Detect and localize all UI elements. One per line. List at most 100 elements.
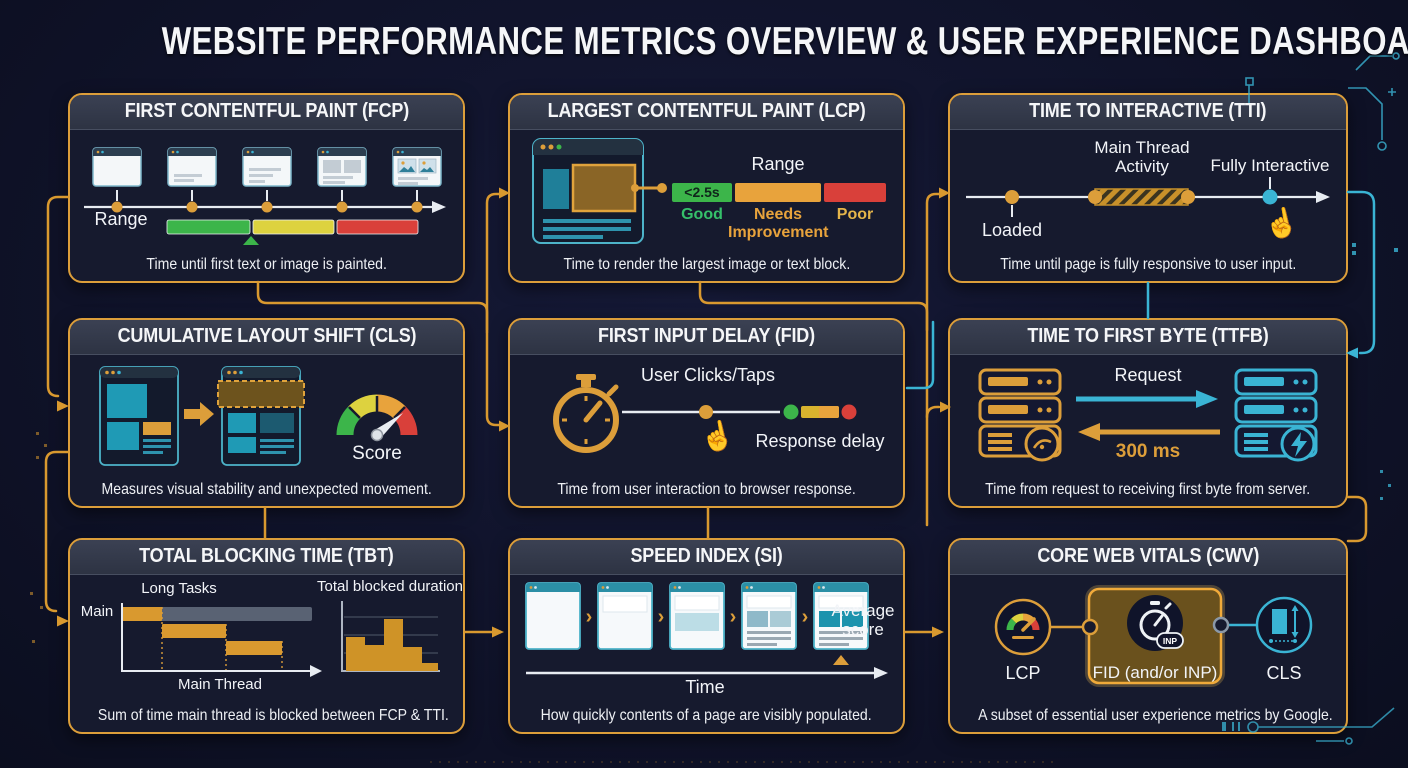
fid-clicks-label: User Clicks/Taps xyxy=(640,365,776,385)
connector-node xyxy=(1081,618,1099,636)
si-caption: How quickly contents of a page are visib… xyxy=(540,707,873,724)
ttfb-illustration xyxy=(978,368,1318,462)
si-title: SPEED INDEX (SI) xyxy=(510,540,903,575)
lcp-graphic: <2.5s Range Good Needs Improvement Poor xyxy=(510,130,903,256)
tti-main-thread-label: Main Thread Activity xyxy=(1094,138,1190,177)
gantt-long-tasks-icon xyxy=(121,603,322,677)
lcp-poor-label: Poor xyxy=(836,206,874,223)
loaded-point xyxy=(1005,190,1019,204)
tbt-graphic: Long Tasks Main Main Thread Total blocke… xyxy=(70,575,463,707)
card-fid: FIRST INPUT DELAY (FID) xyxy=(508,318,905,508)
cls-graphic: Score xyxy=(70,355,463,481)
lcp-illustration: <2.5s xyxy=(532,138,886,244)
si-illustration: › › › xyxy=(525,582,888,679)
cwv-graphic: INP LCP FID (and/or INP) CLS xyxy=(950,575,1346,707)
cls-caption: Measures visual stability and unexpected… xyxy=(101,481,432,498)
cls-score-label: Score xyxy=(352,443,402,464)
lcp-callout-connector xyxy=(631,183,667,193)
paint-frames-icon: › › › xyxy=(525,582,869,650)
fid-response-label: Response delay xyxy=(755,431,885,451)
chevron-icon: › xyxy=(802,606,809,628)
tbt-total-blocked-label: Total blocked duration xyxy=(317,578,463,595)
main-thread-activity-bar xyxy=(1094,188,1189,206)
timeline-arrow-icon xyxy=(1316,191,1330,203)
tbt-long-tasks-label: Long Tasks xyxy=(141,580,217,597)
cwv-illustration: INP xyxy=(994,585,1313,687)
layout-after-icon xyxy=(217,366,305,466)
lcp-needs-label: Needs Improvement xyxy=(728,206,829,241)
tti-title: TIME TO INTERACTIVE (TTI) xyxy=(950,95,1346,130)
average-marker-icon xyxy=(833,655,849,665)
injected-content-highlight xyxy=(217,380,305,408)
fcp-range-bar xyxy=(166,219,419,245)
dot-decoration-left xyxy=(30,432,47,643)
cwv-title: CORE WEB VITALS (CWV) xyxy=(950,540,1346,575)
tbt-title: TOTAL BLOCKING TIME (TBT) xyxy=(70,540,463,575)
tti-timeline-illustration xyxy=(966,177,1330,217)
gauge-icon xyxy=(336,394,418,442)
tbt-caption: Sum of time main thread is blocked betwe… xyxy=(97,707,449,724)
fcp-range-label: Range xyxy=(94,209,148,229)
range-marker-icon xyxy=(243,236,259,245)
lcp-good-label: Good xyxy=(681,206,723,223)
histogram-icon xyxy=(341,601,440,672)
browser-window-icon xyxy=(532,138,644,244)
hand-cursor-icon: ☝ xyxy=(1261,204,1302,243)
cls-title: CUMULATIVE LAYOUT SHIFT (CLS) xyxy=(70,320,463,355)
stopwatch-inp-icon: INP xyxy=(1127,595,1184,651)
card-si: SPEED INDEX (SI) › › xyxy=(508,538,905,734)
lcp-range-bar: <2.5s xyxy=(672,183,886,202)
hand-cursor-icon: ☝ xyxy=(697,417,738,456)
lcp-good-threshold: <2.5s xyxy=(684,184,720,200)
inp-badge: INP xyxy=(1163,636,1178,646)
fid-timeline xyxy=(622,404,857,420)
axis-arrow-icon xyxy=(874,667,888,679)
si-average-label: Average score xyxy=(831,601,895,640)
tti-loaded-label: Loaded xyxy=(981,220,1043,240)
fcp-timeline xyxy=(84,190,446,213)
layout-before-icon xyxy=(99,366,179,466)
ttfb-request-label: Request xyxy=(1114,365,1182,385)
card-tti: TIME TO INTERACTIVE (TTI) Ma xyxy=(948,93,1348,283)
connector-node xyxy=(1212,616,1230,634)
arrow-into-si xyxy=(492,626,504,638)
card-cwv: CORE WEB VITALS (CWV) xyxy=(948,538,1348,734)
cwv-cls-label: CLS xyxy=(1266,663,1302,683)
axis-arrow-icon xyxy=(310,665,322,677)
cwv-caption: A subset of essential user experience me… xyxy=(978,707,1333,724)
card-ttfb: TIME TO FIRST BYTE (TTFB) xyxy=(948,318,1348,508)
ttfb-caption: Time from request to receiving first byt… xyxy=(985,481,1311,498)
cls-illustration xyxy=(99,366,418,466)
fcp-timeline-illustration xyxy=(84,147,446,245)
tbt-illustration xyxy=(121,601,440,677)
si-time-label: Time xyxy=(685,677,725,697)
fid-inp-highlight-box: INP xyxy=(1081,585,1230,687)
browser-frames-icon xyxy=(92,147,442,187)
fid-caption: Time from user interaction to browser re… xyxy=(557,481,856,498)
chevron-icon: › xyxy=(730,606,737,628)
timeline-arrow-icon xyxy=(432,201,446,213)
interactive-point xyxy=(1262,189,1278,205)
fid-illustration xyxy=(553,374,857,453)
card-lcp: LARGEST CONTENTFUL PAINT (LCP) xyxy=(508,93,905,283)
lcp-gauge-icon xyxy=(994,598,1052,656)
server-stack-client-icon xyxy=(978,368,1062,462)
cls-shift-icon xyxy=(1255,596,1313,654)
largest-element-highlight xyxy=(571,163,637,213)
card-tbt: TOTAL BLOCKING TIME (TBT) xyxy=(68,538,465,734)
tti-graphic: Main Thread Activity Fully Interactive L… xyxy=(950,130,1346,256)
response-arrow-icon xyxy=(1078,423,1220,441)
lightning-icon xyxy=(1291,432,1307,457)
request-arrow-icon xyxy=(1076,390,1218,408)
chevron-icon: › xyxy=(586,606,593,628)
tbt-main-thread-label: Main Thread xyxy=(178,676,262,693)
stopwatch-icon xyxy=(553,374,619,453)
si-graphic: › › › xyxy=(510,575,903,707)
server-stack-origin-icon xyxy=(1234,368,1318,462)
page-title: WEBSITE PERFORMANCE METRICS OVERVIEW & U… xyxy=(161,20,1408,63)
ttfb-title: TIME TO FIRST BYTE (TTFB) xyxy=(950,320,1346,355)
lcp-range-label: Range xyxy=(751,154,805,174)
ttfb-graphic: Request 300 ms xyxy=(950,355,1346,481)
lcp-title: LARGEST CONTENTFUL PAINT (LCP) xyxy=(510,95,903,130)
